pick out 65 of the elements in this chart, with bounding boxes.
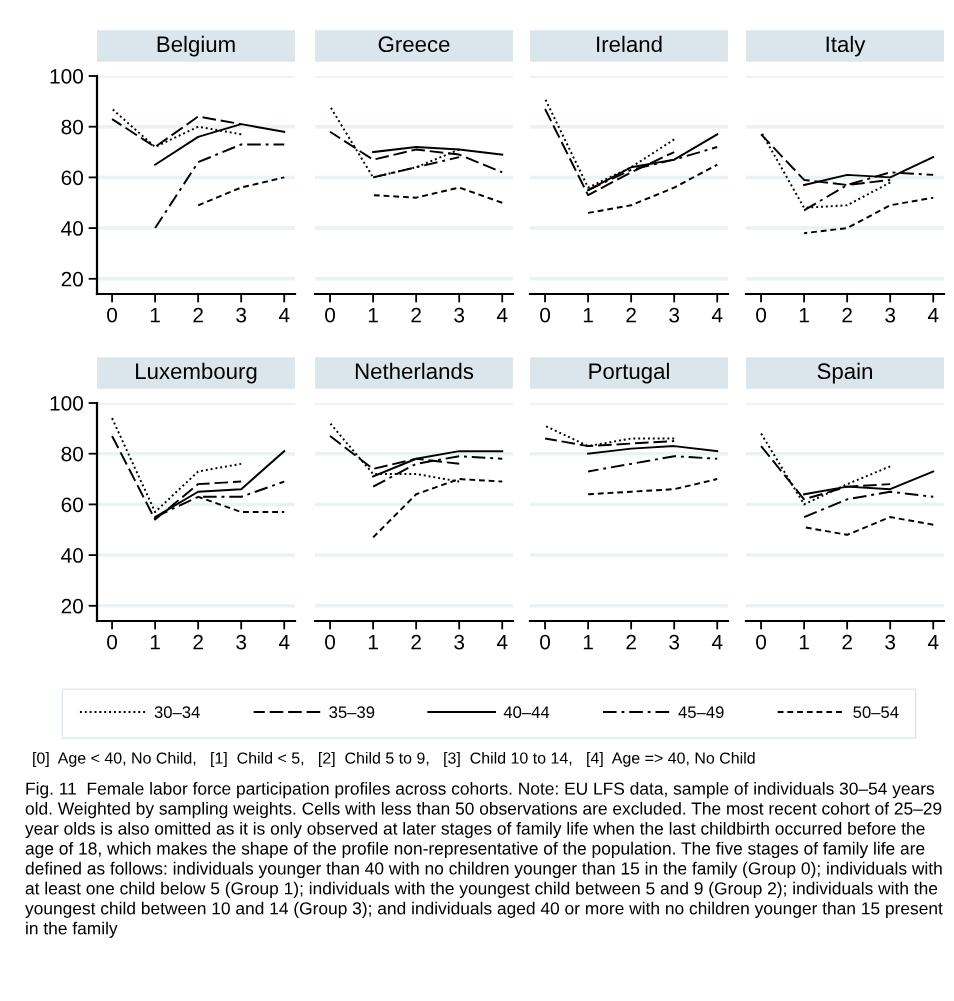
- x-tick-label: 1: [799, 307, 809, 323]
- x-tick-label: 0: [107, 307, 118, 323]
- x-tick-label: 2: [842, 634, 852, 650]
- chart-title: Italy: [826, 35, 866, 57]
- y-tick-label: 40: [61, 221, 83, 236]
- x-tick-label: 4: [496, 634, 508, 650]
- y-tick-label: 80: [61, 446, 83, 462]
- x-tick-label: 3: [454, 634, 465, 650]
- x-tick-label: 1: [583, 307, 593, 323]
- x-tick-label: 4: [711, 634, 723, 650]
- x-tick-label: 2: [842, 307, 852, 323]
- legend-label: 50–54: [853, 706, 899, 719]
- x-tick-label: 1: [368, 307, 378, 323]
- legend-label: 30–34: [154, 706, 200, 719]
- x-tick-label: 2: [626, 634, 636, 650]
- x-tick-label: 0: [325, 307, 336, 323]
- caption: Fig. 11 Female labor force participation profiles across cohorts. Note: EU LFS data, sample of individuals 30–54 years old. Weighted by sampling weights. Cells with less than 50 observations are excluded. The most recent cohort of 25–29 year olds is also omitted as it is only observed at later stages of family life when the last childbirth occurred before the age of 18, which makes the shape of the profile non-representative of the population. The five stages of family life are defined as follows: individuals younger than 40 with no children younger than 15 in the family (Group 0); individuals with at least one child below 5 (Group 1); individuals with the youngest child between 5 and 9 (Group 2); individuals with the youngest child between 10 and 14 (Group 3); and individuals aged 40 or more with no children younger than 15 present in the family: [25, 782, 943, 938]
- y-tick-label: 20: [61, 271, 83, 287]
- x-tick-label: 0: [325, 634, 336, 650]
- chart-title: Portugal: [589, 362, 669, 384]
- x-tick-label: 3: [236, 634, 247, 650]
- y-tick-label: 100: [50, 396, 83, 411]
- x-tick-label: 4: [278, 307, 290, 323]
- y-tick-label: 80: [61, 119, 83, 135]
- y-tick-label: 60: [61, 170, 83, 186]
- x-tick-label: 4: [711, 307, 723, 323]
- x-tick-label: 0: [107, 634, 118, 650]
- chart-title: Belgium: [157, 35, 235, 57]
- y-tick-label: 60: [61, 497, 83, 513]
- x-tick-label: 0: [540, 307, 551, 323]
- y-tick-label: 40: [61, 548, 83, 563]
- y-tick-label: 100: [50, 69, 83, 84]
- x-tick-label: 1: [799, 634, 809, 650]
- x-tick-label: 4: [927, 634, 939, 650]
- x-tick-label: 4: [278, 634, 290, 650]
- x-tick-label: 1: [150, 634, 160, 650]
- chart-title: Luxembourg: [136, 362, 257, 384]
- chart-title: Spain: [817, 362, 872, 384]
- legend-label: 40–44: [503, 706, 550, 719]
- x-tick-label: 4: [927, 307, 939, 323]
- x-tick-label: 3: [454, 307, 465, 323]
- text: [0] Age < 40, No Child, [1] Child < 5, [2] Child 5 to 9, [3] Child 10 to 14, [4] Age => 40, No Child: [33, 752, 755, 767]
- x-tick-label: 1: [368, 634, 378, 650]
- chart-title: Netherlands: [355, 362, 474, 380]
- x-tick-label: 0: [756, 307, 767, 323]
- x-tick-label: 2: [193, 307, 203, 323]
- x-tick-label: 0: [756, 634, 767, 650]
- y-tick-label: 20: [61, 598, 83, 614]
- x-tick-label: 0: [540, 634, 551, 650]
- x-tick-label: 3: [669, 307, 680, 323]
- x-tick-label: 2: [626, 307, 636, 323]
- x-tick-label: 2: [411, 307, 421, 323]
- x-tick-label: 4: [496, 307, 508, 323]
- x-tick-label: 2: [411, 634, 421, 650]
- x-tick-label: 3: [885, 307, 896, 323]
- x-tick-label: 1: [583, 634, 593, 650]
- legend-label: 45–49: [678, 706, 724, 719]
- x-tick-label: 3: [885, 634, 896, 650]
- x-tick-label: 2: [193, 634, 203, 650]
- chart-title: Greece: [378, 36, 450, 53]
- x-tick-label: 3: [669, 634, 680, 650]
- x-tick-label: 1: [150, 307, 160, 323]
- legend-label: 35–39: [329, 706, 375, 719]
- chart-title: Ireland: [597, 35, 662, 53]
- x-tick-label: 3: [236, 307, 247, 323]
